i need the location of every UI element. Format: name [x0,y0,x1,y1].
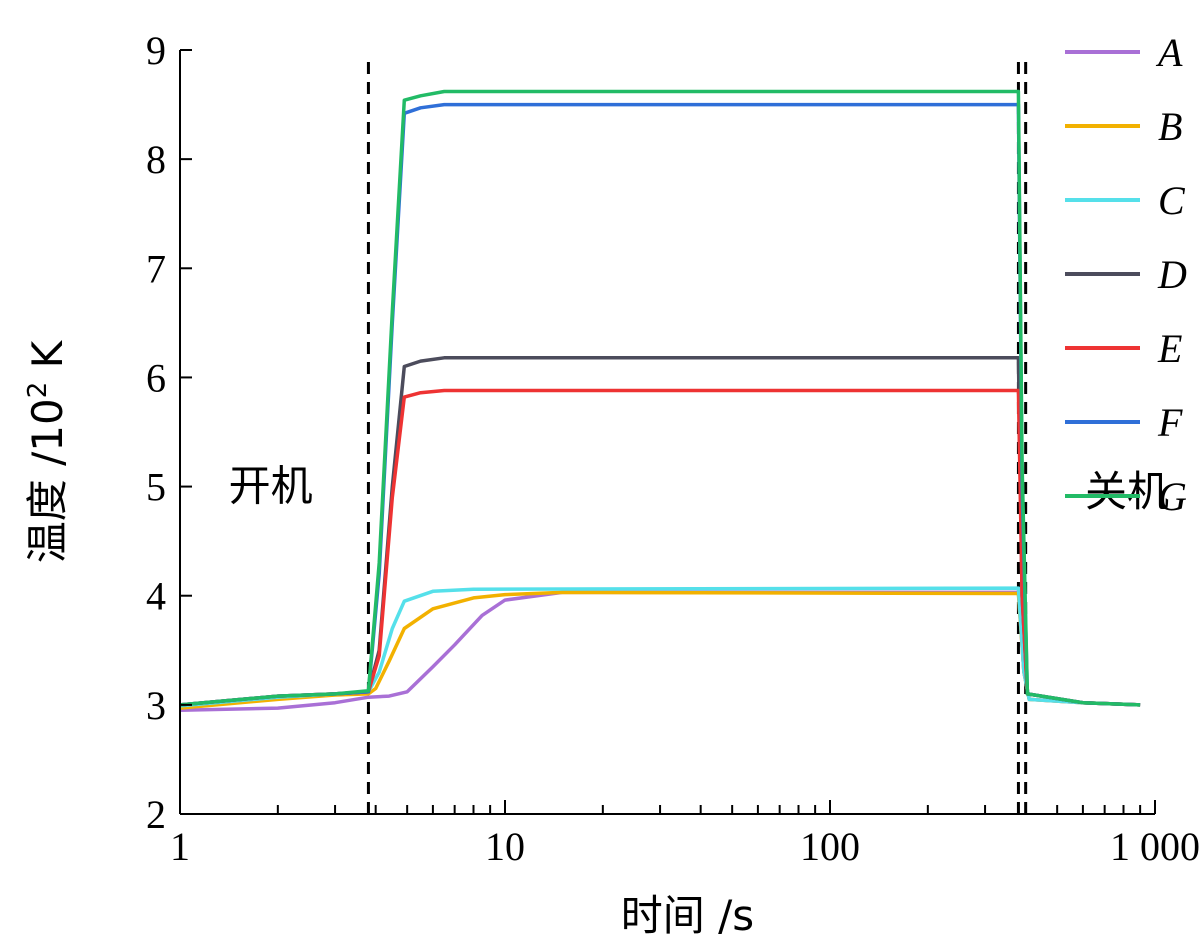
x-tick-label: 1 [170,824,190,869]
series-line-g [179,89,1141,707]
y-tick-label: 5 [146,465,166,510]
phase-annotation: 关机 [1085,467,1169,516]
legend-label-a: A [1155,30,1183,75]
y-axis-title: 温度 /102 K [23,339,72,563]
x-tick-label: 100 [800,824,860,869]
y-tick-label: 9 [146,28,166,73]
legend-label-b: B [1158,104,1182,149]
legend-label-e: E [1157,326,1182,371]
y-tick-label: 7 [146,246,166,291]
x-tick-label: 10 [485,824,525,869]
phase-annotation: 开机 [229,462,313,511]
x-axis-title: 时间 /s [621,891,754,940]
legend-label-g: G [1158,474,1187,519]
series-line-d [179,356,1141,707]
series-line-f [179,102,1141,707]
legend-label-c: C [1158,178,1186,223]
series-line-c [179,586,1141,708]
legend-label-d: D [1157,252,1187,297]
y-tick-label: 3 [146,683,166,728]
series-line-b [179,590,1141,710]
x-tick-label: 1 000 [1110,824,1200,869]
y-tick-label: 4 [146,574,166,619]
legend-label-f: F [1157,400,1183,445]
series-line-e [179,388,1141,707]
y-tick-label: 2 [146,792,166,837]
y-tick-label: 6 [146,355,166,400]
y-tick-label: 8 [146,137,166,182]
